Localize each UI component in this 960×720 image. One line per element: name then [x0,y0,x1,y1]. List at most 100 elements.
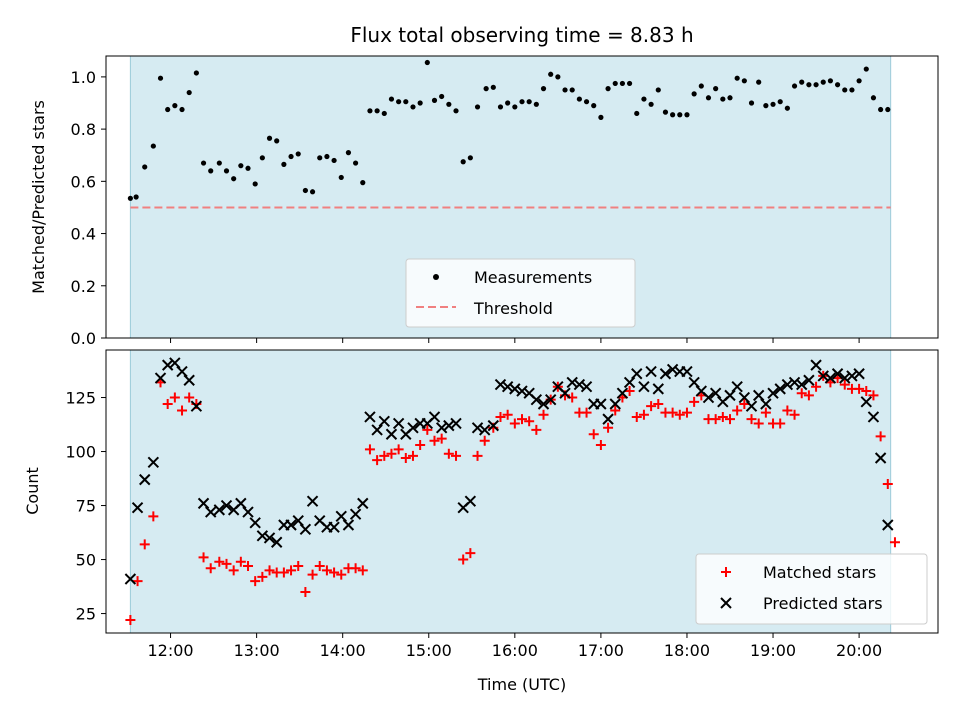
measurement-point [540,86,547,92]
matched-star-point [132,576,143,587]
predicted-star-point [385,428,398,440]
matched-star-point [372,455,383,466]
matched-star-point [524,416,535,427]
predicted-star-point [638,381,650,393]
matched-star-point [631,411,642,422]
matched-star-point [465,548,476,559]
matched-star-point [139,539,150,550]
matched-star-point [214,556,225,567]
matched-star-point [364,444,375,455]
predicted-star-point [537,398,550,410]
x-tick-label: 19:00 [750,641,796,660]
measurement-point [474,104,481,110]
predicted-star-point [544,393,557,406]
predicted-star-point [566,376,578,389]
predicted-star-point [349,508,362,520]
measurement-point [295,151,301,157]
predicted-star-point [709,387,722,399]
measurement-point [885,106,891,113]
matched-star-point [581,407,592,418]
x-axis-label: Time (UTC) [477,675,566,694]
predicted-star-point [161,359,174,371]
measurement-point [309,189,316,195]
matched-star-point [286,565,297,576]
matched-star-point [264,565,275,576]
measurement-point [626,80,633,87]
predicted-star-point [817,370,829,382]
measurement-point [591,103,597,109]
measurement-point [245,165,251,171]
matched-star-point [803,390,814,401]
matched-star-point [875,431,886,442]
predicted-star-point [580,381,593,393]
predicted-star-point [270,536,283,548]
legend-predicted-marker [720,597,732,609]
measurement-point [741,78,747,84]
measurement-point [756,79,762,85]
predicted-star-point [867,411,880,423]
matched-star-point [517,414,527,425]
matched-star-point [495,411,506,422]
measurement-point [705,95,712,101]
measurement-point [157,75,164,81]
measurement-point [863,66,869,72]
y-tick-label: 50 [76,551,96,570]
matched-star-point [257,571,268,582]
y-tick-label: 1.0 [71,68,96,87]
measurement-point [274,138,280,144]
measurement-point [396,99,402,105]
matched-star-point [307,569,318,580]
axes-frame [105,55,939,339]
measurement-point [791,83,798,89]
predicted-star-point [190,400,203,412]
matched-star-point [882,478,893,489]
matched-star-point [760,407,771,418]
measurement-point [410,104,416,110]
measurement-point [834,82,841,88]
measurement-point [288,153,294,160]
predicted-star-point [509,383,521,395]
matched-star-point [436,433,447,444]
predicted-star-point [183,374,195,386]
legend-box [405,258,636,328]
measurement-point [748,100,755,106]
matched-star-point [472,450,483,461]
y-tick-label: 0.4 [71,225,96,244]
matched-star-point [235,556,246,567]
matched-star-point [415,440,426,451]
measurement-point [691,91,697,97]
matched-star-point [509,418,520,429]
matched-star-point [796,388,807,399]
measurement-point [698,83,704,89]
measurement-point [727,95,733,101]
predicted-star-point [205,506,217,518]
measurement-point [179,106,185,113]
matched-star-point [531,424,542,435]
matched-star-point [839,379,850,390]
predicted-star-point [788,376,801,389]
matched-star-point [184,392,195,403]
predicted-star-point [530,393,543,406]
measurement-point [605,86,611,92]
predicted-star-point [853,368,865,380]
predicted-star-point [681,365,693,378]
matched-star-point [162,399,173,410]
predicted-star-point [147,456,160,469]
predicted-star-point [846,370,858,382]
measurement-point [345,150,352,156]
legend-matched-label: Matched stars [763,563,876,582]
matched-star-point [250,576,261,587]
predicted-star-point [124,573,137,585]
predicted-star-point [256,530,269,542]
measurement-point [439,93,445,100]
measurement-point [505,100,511,106]
measurement-point [208,168,214,174]
matched-star-point [386,448,397,459]
matched-star-point [653,399,664,410]
predicted-star-point [371,424,383,436]
predicted-star-point [774,383,786,395]
predicted-star-point [169,357,181,369]
x-tick-label: 13:00 [234,641,280,660]
matched-star-point [782,405,793,416]
predicted-star-point [702,391,715,404]
